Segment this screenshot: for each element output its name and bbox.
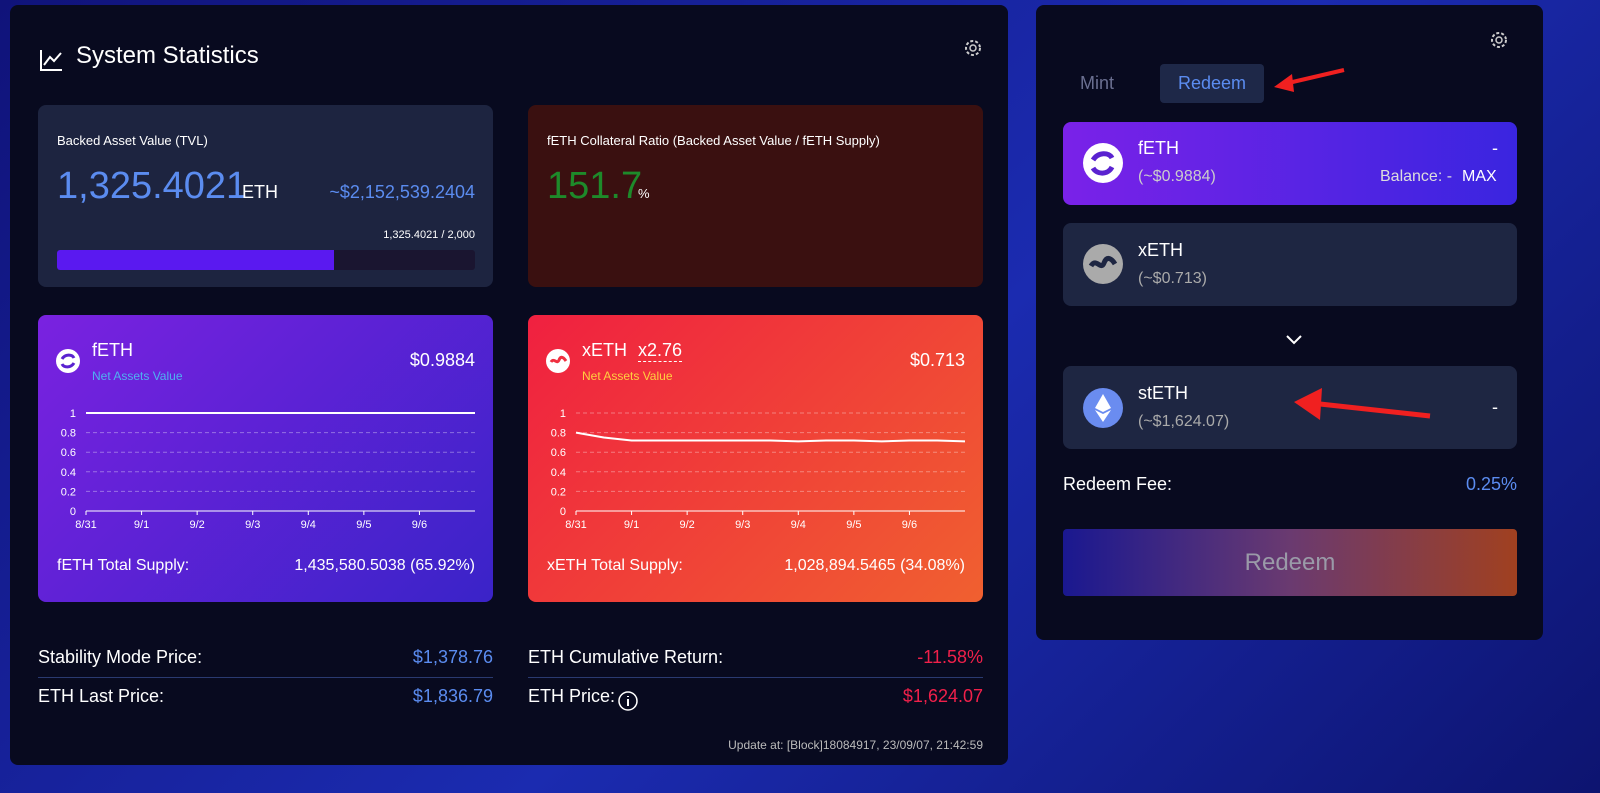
ratio-card <box>528 105 983 287</box>
fee-value: 0.25% <box>1465 474 1517 494</box>
feth-supply-label: fETH Total Supply: <box>57 557 190 574</box>
info-icon[interactable] <box>617 690 639 712</box>
settings-icon[interactable] <box>1488 29 1510 51</box>
y-tick-label: 0.6 <box>61 447 76 459</box>
from-feth[interactable] <box>1063 122 1517 205</box>
divider <box>528 677 983 678</box>
feth-card <box>38 315 493 602</box>
token-price: (~$0.713) <box>1138 270 1207 287</box>
x-tick-label: 9/3 <box>245 519 260 530</box>
y-tick-label: 0.8 <box>551 428 566 440</box>
token-price: (~$0.9884) <box>1138 168 1216 185</box>
progress-label: 1,325.4021 / 2,000 <box>383 229 475 241</box>
x-tick-label: 9/2 <box>679 519 694 530</box>
tvl-label: Backed Asset Value (TVL) <box>57 133 208 148</box>
ratio-value: 151.7 <box>547 165 643 207</box>
y-tick-label: 0.4 <box>61 467 76 479</box>
metric-label: ETH Last Price: <box>38 686 165 706</box>
metric-value: -11.58% <box>917 647 983 667</box>
fee-label: Redeem Fee: <box>1063 474 1173 494</box>
y-tick-label: 0.6 <box>551 447 566 459</box>
annotation-arrows <box>1274 68 1431 420</box>
tvl-unit: ETH <box>242 182 278 202</box>
x-tick-label: 8/31 <box>75 519 96 530</box>
token-price: (~$1,624.07) <box>1138 413 1230 430</box>
feth-icon <box>1083 143 1123 183</box>
feth-icon <box>56 349 80 373</box>
x-tick-label: 9/1 <box>624 519 639 530</box>
y-tick-label: 0.8 <box>61 428 76 440</box>
xeth-supply: 1,028,894.5465 (34.08%) <box>784 557 965 574</box>
feth-name: fETH <box>92 340 134 360</box>
y-tick-label: 0 <box>70 506 76 518</box>
tab-mint[interactable]: Mint <box>1080 73 1115 93</box>
metric-label: ETH Price: <box>528 686 616 706</box>
xeth-price: $0.713 <box>909 350 965 370</box>
metric-label: ETH Cumulative Return: <box>528 647 724 667</box>
xeth-card <box>528 315 983 602</box>
ratio-label: fETH Collateral Ratio (Backed Asset Valu… <box>547 133 880 148</box>
xeth-icon <box>546 349 570 373</box>
feth-sub: Net Assets Value <box>92 369 183 383</box>
title: System Statistics <box>76 42 259 69</box>
steth-icon <box>1083 388 1123 428</box>
y-tick-label: 0.2 <box>61 486 76 498</box>
y-tick-label: 1 <box>560 408 566 420</box>
x-tick-label: 9/6 <box>412 519 427 530</box>
y-tick-label: 0.2 <box>551 486 566 498</box>
settings-icon[interactable] <box>962 37 984 59</box>
token-name: fETH <box>1138 138 1180 158</box>
button-text: Redeem <box>1244 549 1336 576</box>
x-tick-label: 9/3 <box>735 519 750 530</box>
x-tick-label: 9/5 <box>846 519 861 530</box>
metric-value: $1,836.79 <box>412 686 493 706</box>
token-amount: - <box>1492 138 1498 158</box>
metric-value: $1,378.76 <box>412 647 493 667</box>
x-tick-label: 9/4 <box>791 519 806 530</box>
tab-text: Redeem <box>1177 73 1247 93</box>
metric-value: $1,624.07 <box>902 686 983 706</box>
y-tick-label: 0 <box>560 506 566 518</box>
max-button[interactable]: MAX <box>1462 168 1497 185</box>
x-tick-label: 9/4 <box>301 519 316 530</box>
x-tick-label: 9/2 <box>189 519 204 530</box>
progress-fill <box>57 250 334 270</box>
tvl-value: 1,325.4021 <box>57 165 248 207</box>
xeth-name: xETH <box>582 340 627 360</box>
xeth-sub: Net Assets Value <box>582 369 673 383</box>
metric-label: Stability Mode Price: <box>38 647 203 667</box>
balance: Balance: - <box>1380 168 1453 185</box>
tvl-usd: ~$2,152,539.2404 <box>329 182 475 202</box>
divider <box>38 677 493 678</box>
xeth-leverage: x2.76 <box>638 340 683 362</box>
xeth-icon <box>1083 244 1123 284</box>
to-steth[interactable] <box>1063 366 1517 449</box>
tab-redeem[interactable]: Redeem <box>1160 64 1264 103</box>
token-amount: - <box>1492 397 1498 417</box>
ratio-unit: % <box>638 186 650 201</box>
feth-supply: 1,435,580.5038 (65.92%) <box>294 557 475 574</box>
redeem-button[interactable]: Redeem <box>1063 529 1517 596</box>
x-tick-label: 8/31 <box>565 519 586 530</box>
chevron[interactable] <box>1284 333 1304 347</box>
x-tick-label: 9/5 <box>356 519 371 530</box>
token-name: stETH <box>1138 383 1189 403</box>
x-tick-label: 9/6 <box>902 519 917 530</box>
from-xeth[interactable] <box>1063 223 1517 306</box>
feth-chart: 0 0.2 0.4 0.6 0.8 1 8/31 9/1 9/2 9/3 9/4 9/5 9/6 <box>61 408 475 530</box>
chart-icon <box>40 50 62 71</box>
y-tick-label: 1 <box>70 408 76 420</box>
nav-line <box>575 431 966 443</box>
update-time: Update at: [Block]18084917, 23/09/07, 21… <box>728 738 983 752</box>
xeth-chart: 0 0.2 0.4 0.6 0.8 1 8/31 9/1 9/2 9/3 9/4 9/5 9/6 <box>551 408 966 530</box>
y-tick-label: 0.4 <box>551 467 566 479</box>
xeth-supply-label: xETH Total Supply: <box>547 557 683 574</box>
progress-track <box>57 250 475 270</box>
feth-price: $0.9884 <box>409 350 475 370</box>
token-name: xETH <box>1138 240 1183 260</box>
x-tick-label: 9/1 <box>134 519 149 530</box>
